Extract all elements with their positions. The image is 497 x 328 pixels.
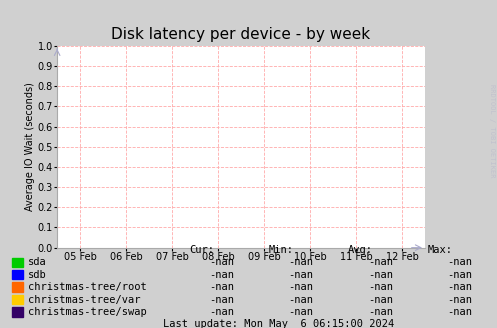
Text: -nan: -nan — [288, 270, 313, 279]
Text: -nan: -nan — [209, 307, 234, 317]
Text: -nan: -nan — [368, 270, 393, 279]
Text: -nan: -nan — [447, 307, 472, 317]
Text: sda: sda — [28, 257, 47, 267]
Text: -nan: -nan — [368, 257, 393, 267]
Text: -nan: -nan — [368, 307, 393, 317]
Text: -nan: -nan — [447, 295, 472, 304]
Text: Min:: Min: — [268, 245, 293, 255]
Text: -nan: -nan — [447, 257, 472, 267]
Title: Disk latency per device - by week: Disk latency per device - by week — [111, 27, 371, 42]
Text: -nan: -nan — [209, 270, 234, 279]
Text: -nan: -nan — [447, 270, 472, 279]
Text: -nan: -nan — [288, 282, 313, 292]
Text: -nan: -nan — [209, 257, 234, 267]
Text: -nan: -nan — [209, 282, 234, 292]
Text: -nan: -nan — [368, 282, 393, 292]
Text: RRDTOOL / TOBI OETIKER: RRDTOOL / TOBI OETIKER — [489, 84, 495, 178]
Text: Cur:: Cur: — [189, 245, 214, 255]
Text: christmas-tree/root: christmas-tree/root — [28, 282, 147, 292]
Text: -nan: -nan — [288, 307, 313, 317]
Text: -nan: -nan — [447, 282, 472, 292]
Y-axis label: Average IO Wait (seconds): Average IO Wait (seconds) — [25, 82, 35, 211]
Text: Max:: Max: — [427, 245, 452, 255]
Text: -nan: -nan — [368, 295, 393, 304]
Text: christmas-tree/swap: christmas-tree/swap — [28, 307, 147, 317]
Text: -nan: -nan — [288, 257, 313, 267]
Text: christmas-tree/var: christmas-tree/var — [28, 295, 141, 304]
Text: Last update: Mon May  6 06:15:00 2024: Last update: Mon May 6 06:15:00 2024 — [163, 319, 394, 328]
Text: -nan: -nan — [288, 295, 313, 304]
Text: -nan: -nan — [209, 295, 234, 304]
Text: sdb: sdb — [28, 270, 47, 279]
Text: Avg:: Avg: — [348, 245, 373, 255]
